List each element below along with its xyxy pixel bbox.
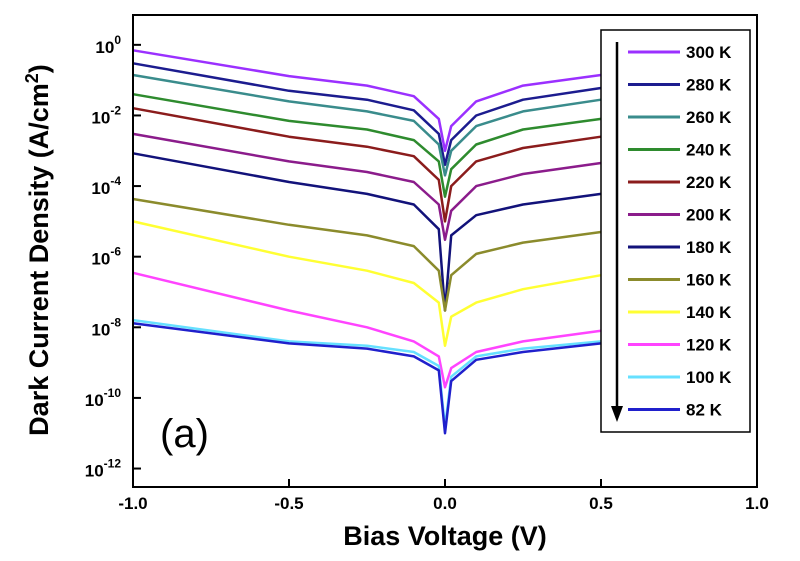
x-tick-label: 0.5 — [589, 494, 613, 513]
legend-label: 140 K — [686, 303, 732, 322]
series-line — [132, 271, 602, 389]
y-tick-base: 10 — [85, 391, 104, 410]
y-tick-exponent: -4 — [110, 174, 121, 188]
legend-arrowhead — [611, 406, 623, 422]
y-tick-label: 10-2 — [91, 103, 121, 127]
legend-label: 100 K — [686, 368, 732, 387]
series-line — [132, 49, 602, 153]
x-axis-label: Bias Voltage (V) — [343, 521, 547, 551]
x-tick-label: 0.0 — [433, 494, 457, 513]
y-tick-base: 10 — [95, 38, 114, 57]
x-tick-label: -0.5 — [274, 494, 303, 513]
y-tick-base: 10 — [91, 320, 110, 339]
legend-label: 260 K — [686, 108, 732, 127]
y-tick-exponent: -2 — [110, 103, 121, 117]
y-tick-exponent: -6 — [110, 245, 121, 259]
legend-label: 82 K — [686, 401, 723, 420]
y-axis-label-sup: 2 — [22, 73, 42, 83]
y-axis-label: Dark Current Density (A/cm2) — [22, 64, 54, 436]
legend-label: 280 K — [686, 76, 732, 95]
y-tick-label: 10-12 — [85, 457, 122, 481]
y-tick-exponent: 0 — [114, 33, 121, 47]
series-line — [132, 132, 602, 242]
annotation: (a) — [160, 412, 209, 456]
series-line — [132, 152, 602, 312]
series-line — [132, 92, 602, 198]
series-line — [132, 322, 602, 435]
y-tick-label: 10-4 — [91, 174, 121, 198]
legend-label: 300 K — [686, 43, 732, 62]
y-tick-base: 10 — [91, 250, 110, 269]
series-line — [132, 318, 602, 429]
y-tick-exponent: -12 — [104, 457, 122, 471]
y-tick-base: 10 — [91, 179, 110, 198]
legend-label: 180 K — [686, 238, 732, 257]
y-axis-label-main: Dark Current Density (A/cm — [24, 83, 54, 436]
y-tick-exponent: -10 — [104, 386, 122, 400]
series-line — [132, 220, 602, 348]
legend-label: 120 K — [686, 336, 732, 355]
legend-label: 200 K — [686, 206, 732, 225]
series-line — [132, 197, 602, 312]
legend-label: 220 K — [686, 173, 732, 192]
y-axis-label-end: ) — [24, 64, 54, 73]
y-tick-label: 10-6 — [91, 245, 121, 269]
y-tick-label: 100 — [95, 33, 121, 57]
x-tick-label: 1.0 — [745, 494, 769, 513]
y-tick-base: 10 — [85, 462, 104, 481]
y-tick-label: 10-10 — [85, 386, 122, 410]
legend-label: 160 K — [686, 271, 732, 290]
series-line — [132, 106, 602, 223]
y-tick-base: 10 — [91, 108, 110, 127]
x-tick-label: -1.0 — [118, 494, 147, 513]
series-line — [132, 73, 602, 177]
series-line — [132, 62, 602, 167]
legend-box — [600, 29, 751, 433]
y-tick-exponent: -8 — [110, 315, 121, 329]
y-tick-label: 10-8 — [91, 315, 121, 339]
legend-label: 240 K — [686, 141, 732, 160]
